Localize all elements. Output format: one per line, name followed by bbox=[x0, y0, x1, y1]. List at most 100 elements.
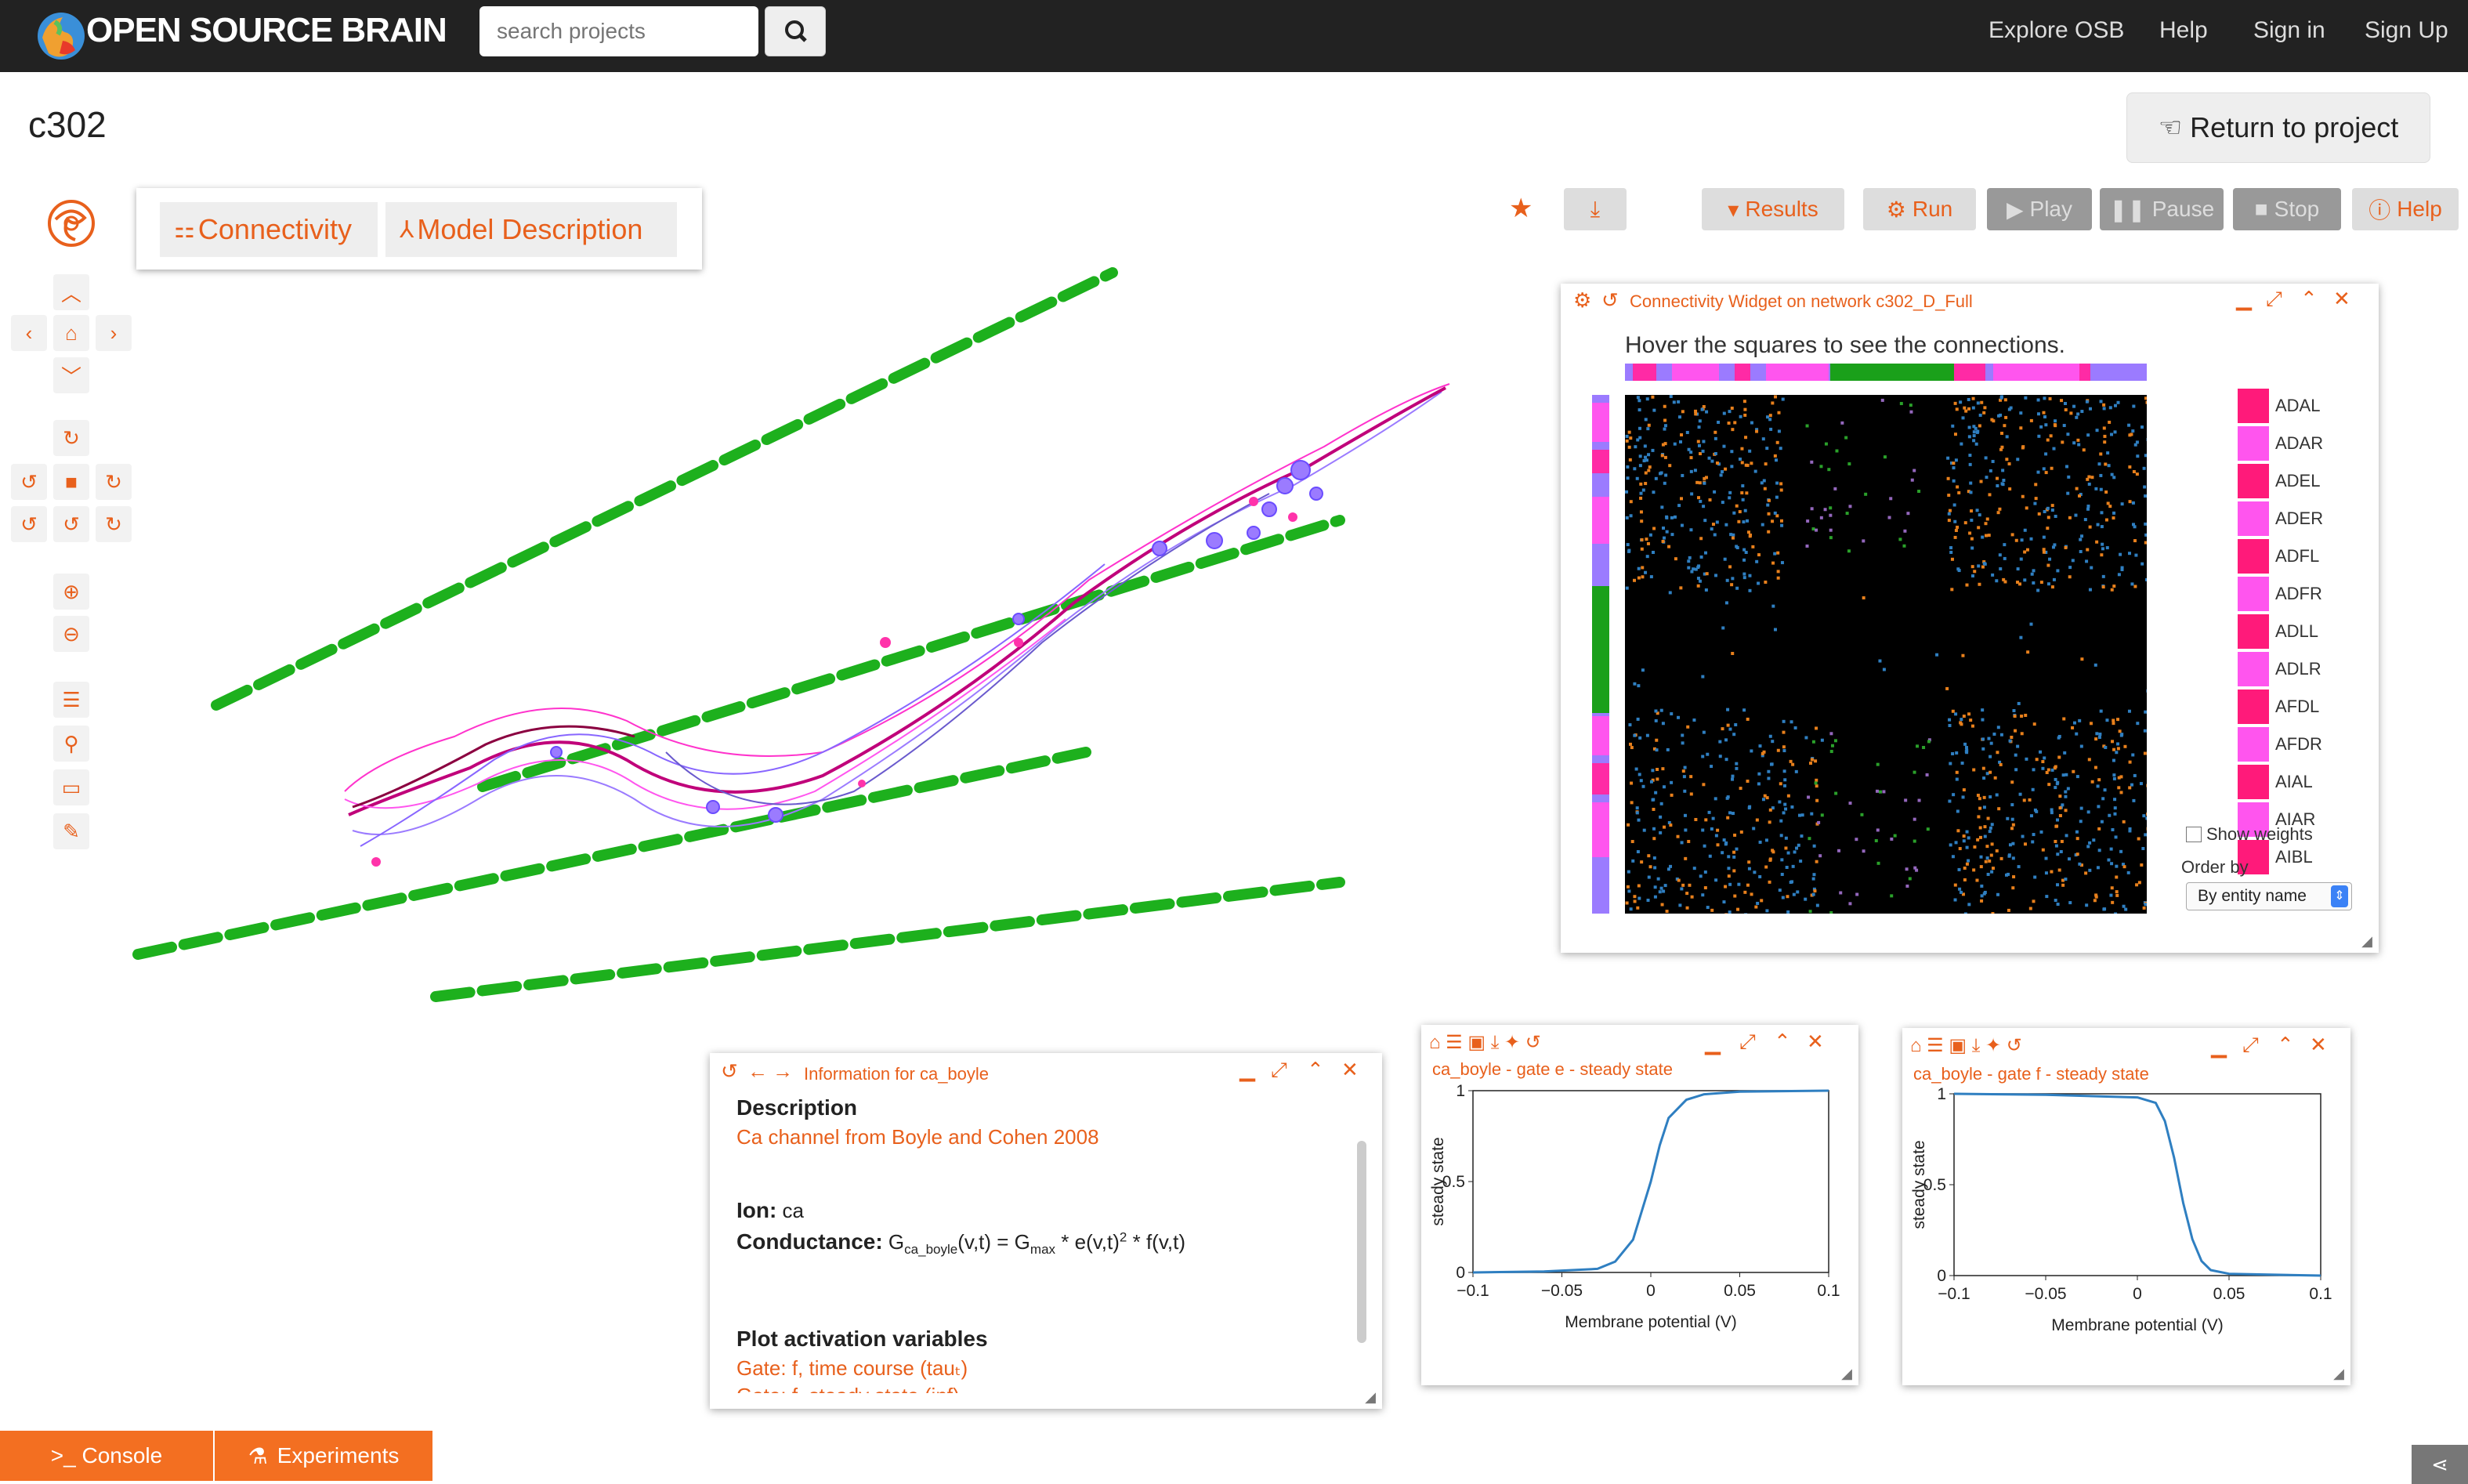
matrix-cell[interactable] bbox=[2010, 735, 2014, 739]
matrix-cell[interactable] bbox=[1964, 409, 1968, 413]
matrix-cell[interactable] bbox=[2133, 525, 2137, 529]
matrix-cell[interactable] bbox=[2072, 721, 2076, 725]
matrix-cell[interactable] bbox=[1829, 750, 1833, 754]
matrix-cell[interactable] bbox=[1656, 877, 1660, 881]
matrix-cell[interactable] bbox=[2057, 734, 2061, 738]
matrix-cell[interactable] bbox=[1701, 675, 1705, 679]
matrix-cell[interactable] bbox=[1778, 889, 1782, 892]
matrix-cell[interactable] bbox=[1927, 740, 1931, 744]
matrix-cell[interactable] bbox=[1626, 476, 1630, 480]
matrix-cell[interactable] bbox=[1699, 537, 1703, 541]
matrix-cell[interactable] bbox=[1703, 844, 1706, 848]
matrix-cell[interactable] bbox=[2135, 472, 2139, 476]
matrix-cell[interactable] bbox=[1635, 811, 1639, 815]
forward-arrow-icon[interactable]: → bbox=[773, 1059, 793, 1083]
matrix-cell[interactable] bbox=[1627, 889, 1631, 893]
connectivity-matrix[interactable] bbox=[1625, 395, 2147, 914]
matrix-cell[interactable] bbox=[1815, 528, 1818, 532]
matrix-cell[interactable] bbox=[2007, 908, 2010, 912]
matrix-cell[interactable] bbox=[1953, 433, 1957, 436]
matrix-cell[interactable] bbox=[2062, 424, 2066, 428]
matrix-cell[interactable] bbox=[1761, 437, 1765, 441]
matrix-cell[interactable] bbox=[1717, 420, 1721, 424]
matrix-cell[interactable] bbox=[2128, 829, 2132, 833]
matrix-cell[interactable] bbox=[2117, 786, 2121, 790]
matrix-cell[interactable] bbox=[1757, 772, 1761, 776]
matrix-cell[interactable] bbox=[1755, 429, 1759, 433]
matrix-cell[interactable] bbox=[1965, 862, 1969, 866]
matrix-cell[interactable] bbox=[1744, 550, 1748, 554]
matrix-cell[interactable] bbox=[1646, 427, 1650, 431]
matrix-cell[interactable] bbox=[1697, 564, 1701, 568]
matrix-cell[interactable] bbox=[1666, 747, 1670, 751]
matrix-cell[interactable] bbox=[2022, 798, 2026, 802]
matrix-cell[interactable] bbox=[2067, 475, 2071, 479]
matrix-cell[interactable] bbox=[1755, 818, 1759, 822]
matrix-cell[interactable] bbox=[1728, 910, 1732, 914]
matrix-cell[interactable] bbox=[1701, 755, 1705, 758]
matrix-cell[interactable] bbox=[1810, 507, 1814, 511]
matrix-cell[interactable] bbox=[2021, 446, 2025, 450]
matrix-cell[interactable] bbox=[2012, 875, 2016, 879]
matrix-cell[interactable] bbox=[1726, 723, 1730, 727]
matrix-cell[interactable] bbox=[1745, 491, 1749, 495]
matrix-cell[interactable] bbox=[2009, 406, 2013, 410]
matrix-cell[interactable] bbox=[2064, 408, 2068, 412]
camera-button[interactable]: ■ bbox=[53, 464, 89, 500]
matrix-cell[interactable] bbox=[1775, 440, 1779, 444]
matrix-cell[interactable] bbox=[1699, 555, 1703, 559]
matrix-cell[interactable] bbox=[1679, 440, 1683, 443]
matrix-cell[interactable] bbox=[1713, 490, 1717, 494]
matrix-cell[interactable] bbox=[2116, 400, 2120, 404]
matrix-cell[interactable] bbox=[1644, 482, 1648, 486]
matrix-cell[interactable] bbox=[1628, 742, 1632, 746]
matrix-cell[interactable] bbox=[1731, 812, 1735, 816]
matrix-cell[interactable] bbox=[2061, 440, 2065, 444]
matrix-cell[interactable] bbox=[1991, 573, 1995, 577]
matrix-cell[interactable] bbox=[2046, 438, 2050, 442]
matrix-cell[interactable] bbox=[2064, 878, 2068, 881]
matrix-cell[interactable] bbox=[2131, 753, 2135, 757]
matrix-cell[interactable] bbox=[1750, 749, 1753, 753]
matrix-cell[interactable] bbox=[2002, 478, 2006, 482]
matrix-cell[interactable] bbox=[1839, 891, 1843, 895]
matrix-cell[interactable] bbox=[2054, 844, 2058, 848]
matrix-cell[interactable] bbox=[2068, 575, 2072, 579]
matrix-cell[interactable] bbox=[1974, 442, 1978, 446]
matrix-cell[interactable] bbox=[1633, 578, 1637, 582]
matrix-cell[interactable] bbox=[1823, 508, 1827, 512]
matrix-cell[interactable] bbox=[1949, 546, 1953, 550]
matrix-cell[interactable] bbox=[1722, 411, 1726, 415]
matrix-cell[interactable] bbox=[1767, 512, 1771, 516]
matrix-cell[interactable] bbox=[1753, 469, 1757, 473]
matrix-cell[interactable] bbox=[2136, 722, 2140, 726]
matrix-cell[interactable] bbox=[1999, 762, 2003, 766]
matrix-cell[interactable] bbox=[1903, 529, 1907, 533]
matrix-cell[interactable] bbox=[1830, 744, 1834, 747]
matrix-cell[interactable] bbox=[1893, 834, 1897, 838]
matrix-cell[interactable] bbox=[1957, 490, 1961, 494]
matrix-cell[interactable] bbox=[1811, 877, 1815, 881]
matrix-cell[interactable] bbox=[2142, 466, 2146, 470]
matrix-cell[interactable] bbox=[1761, 754, 1764, 758]
matrix-cell[interactable] bbox=[1935, 653, 1939, 657]
matrix-cell[interactable] bbox=[2028, 907, 2032, 910]
matrix-cell[interactable] bbox=[1962, 839, 1966, 843]
matrix-cell[interactable] bbox=[1782, 811, 1786, 815]
matrix-cell[interactable] bbox=[2115, 864, 2119, 868]
close-icon[interactable]: ✕ bbox=[1807, 1030, 1824, 1053]
matrix-cell[interactable] bbox=[2117, 573, 2121, 577]
matrix-cell[interactable] bbox=[1641, 784, 1645, 788]
matrix-cell[interactable] bbox=[2131, 501, 2135, 505]
matrix-cell[interactable] bbox=[2010, 803, 2014, 807]
matrix-cell[interactable] bbox=[2043, 396, 2046, 400]
matrix-cell[interactable] bbox=[1986, 872, 1990, 876]
neuron-label-row[interactable]: ADEL bbox=[2238, 464, 2320, 498]
matrix-cell[interactable] bbox=[1755, 428, 1759, 432]
matrix-cell[interactable] bbox=[2048, 396, 2052, 400]
matrix-cell[interactable] bbox=[1724, 467, 1728, 471]
matrix-cell[interactable] bbox=[1710, 527, 1713, 531]
matrix-cell[interactable] bbox=[2112, 476, 2116, 480]
matrix-cell[interactable] bbox=[1636, 717, 1640, 721]
matrix-cell[interactable] bbox=[1967, 903, 1971, 907]
